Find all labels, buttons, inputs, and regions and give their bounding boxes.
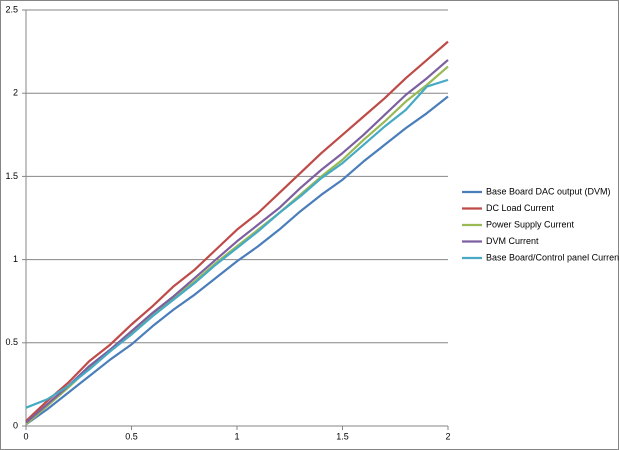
legend-label: Power Supply Current bbox=[486, 219, 575, 229]
y-tick-label: 2.5 bbox=[5, 4, 18, 14]
x-tick-label: 2 bbox=[445, 431, 450, 441]
x-tick-label: 0.5 bbox=[125, 431, 138, 441]
y-tick-label: 1 bbox=[13, 254, 18, 264]
x-tick-label: 0 bbox=[23, 431, 28, 441]
legend-label: Base Board DAC output (DVM) bbox=[486, 186, 611, 196]
legend-label: DC Load Current bbox=[486, 203, 555, 213]
y-tick-label: 0.5 bbox=[5, 337, 18, 347]
legend-label: DVM Current bbox=[486, 236, 539, 246]
series-line bbox=[25, 95, 449, 426]
series-line bbox=[25, 78, 449, 409]
series-line bbox=[25, 59, 449, 424]
x-tick-label: 1.5 bbox=[336, 431, 349, 441]
y-tick-label: 0 bbox=[13, 420, 18, 430]
legend-label: Base Board/Control panel Current bbox=[486, 252, 619, 262]
x-tick-label: 1 bbox=[234, 431, 239, 441]
y-tick-label: 1.5 bbox=[5, 171, 18, 181]
series-line bbox=[25, 40, 449, 422]
y-tick-label: 2 bbox=[13, 88, 18, 98]
